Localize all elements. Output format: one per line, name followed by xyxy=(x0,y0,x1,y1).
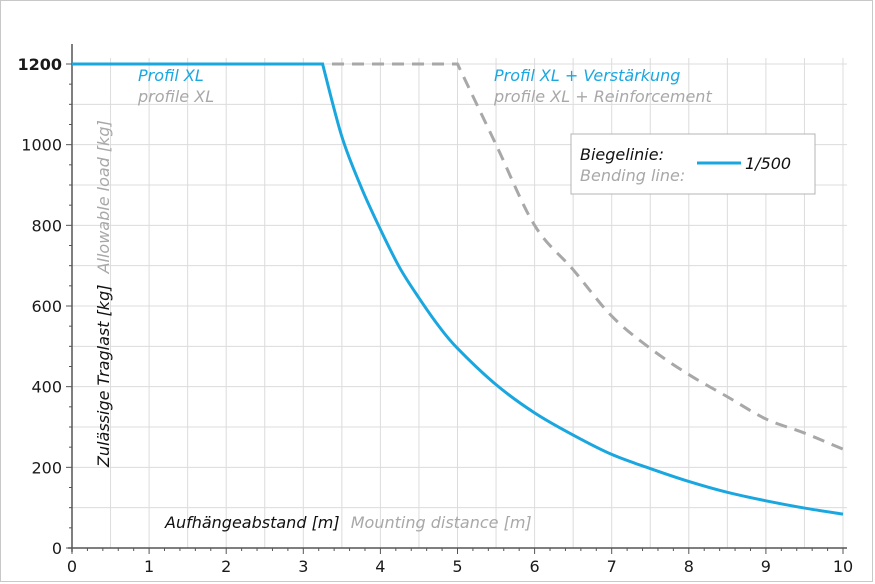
y-tick-label: 1000 xyxy=(21,136,62,155)
tick-labels: 0 1 2 3 4 5 6 7 8 9 10 0 200 400 600 800 1000 1200 xyxy=(17,55,853,576)
x-axis-title-en: Mounting distance [m] xyxy=(351,513,532,532)
x-tick-label: 8 xyxy=(684,557,694,576)
x-axis-title: Aufhängeabstand [m] Mounting distance [m… xyxy=(164,513,532,532)
y-tick-label: 800 xyxy=(31,216,62,235)
y-tick-label: 600 xyxy=(31,297,62,316)
y-axis-title-de: Zulässige Traglast [kg] xyxy=(94,285,113,468)
legend-title-de: Biegelinie: xyxy=(580,145,664,164)
legend: Biegelinie: Bending line: 1/500 xyxy=(570,133,816,195)
x-tick-label: 6 xyxy=(530,557,540,576)
y-tick-label: 200 xyxy=(31,458,62,477)
x-tick-label: 10 xyxy=(833,557,853,576)
svg-text:Zulässige Traglast [kg]: Zulässige Traglast [kg] Allowable load [… xyxy=(94,120,113,468)
series-label-profil-xl-de: Profil XL xyxy=(138,66,204,85)
x-tick-label: 4 xyxy=(375,557,385,576)
legend-title-en: Bending line: xyxy=(580,166,685,185)
legend-label: 1/500 xyxy=(745,154,791,173)
x-axis-title-de: Aufhängeabstand [m] xyxy=(164,513,340,532)
x-tick-label: 5 xyxy=(452,557,462,576)
series-label-profil-xl-en: profile XL xyxy=(137,87,214,106)
x-tick-label: 2 xyxy=(221,557,231,576)
y-tick-label: 0 xyxy=(52,539,62,558)
y-axis-title: Zulässige Traglast [kg] Allowable load [… xyxy=(94,120,113,468)
series-label-reinforced-en: profile XL + Reinforcement xyxy=(493,87,712,106)
grid xyxy=(72,58,847,548)
axes xyxy=(66,44,847,554)
series-line-profil-xl xyxy=(72,62,844,516)
series-lines xyxy=(72,62,844,516)
x-tick-label: 0 xyxy=(67,557,77,576)
x-tick-label: 3 xyxy=(298,557,308,576)
x-tick-label: 1 xyxy=(144,557,154,576)
y-axis-title-en: Allowable load [kg] xyxy=(94,120,113,274)
y-tick-label: 1200 xyxy=(17,55,62,74)
series-label-reinforced-de: Profil XL + Verstärkung xyxy=(494,66,680,85)
x-tick-label: 7 xyxy=(607,557,617,576)
y-tick-label: 400 xyxy=(31,378,62,397)
series-line-reinforced xyxy=(72,62,844,451)
x-tick-label: 9 xyxy=(761,557,771,576)
legend-box xyxy=(570,133,816,195)
